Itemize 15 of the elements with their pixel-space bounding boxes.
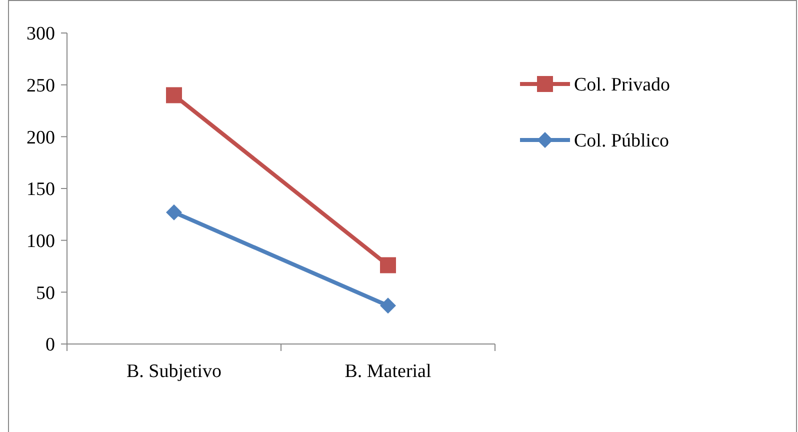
x-tick-label: B. Material [344,361,432,382]
point [380,257,396,274]
y-tick-label: 50 [36,282,55,304]
legend-label: Col. Privado [574,74,670,96]
point [166,204,182,220]
point [166,87,182,104]
y-tick-label: 250 [26,75,55,96]
y-tick-label: 0 [46,334,55,356]
legend-label: Col. Público [574,130,670,152]
y-tick-label: 200 [26,127,55,148]
x-tick-label: B. Subjetivo [126,361,222,382]
point [380,298,396,314]
y-tick-label: 300 [26,24,55,45]
y-tick-label: 100 [26,230,55,252]
y-tick-label: 150 [26,179,55,200]
